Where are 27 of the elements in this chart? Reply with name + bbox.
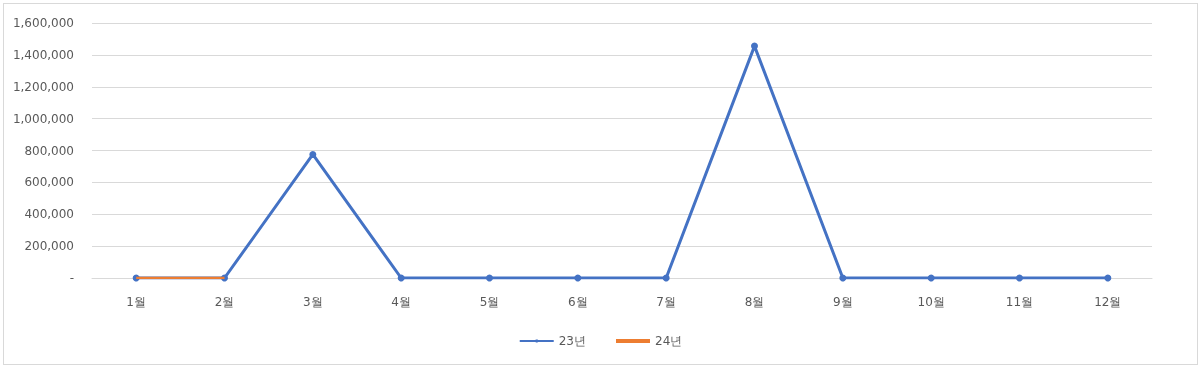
y-tick-label: 1,400,000	[12, 47, 74, 62]
y-tick-label: -	[69, 271, 74, 285]
x-tick-label: 12월	[1094, 295, 1122, 309]
y-tick-label: 800,000	[24, 143, 74, 158]
legend-label: 24년	[655, 334, 683, 348]
x-tick-label: 6월	[568, 295, 588, 309]
y-tick-label: 1,600,000	[12, 16, 74, 30]
point	[1016, 274, 1023, 282]
x-tick-label: 5월	[479, 295, 500, 309]
y-tick-label: 1,200,000	[12, 79, 74, 94]
y-tick-label: 200,000	[24, 239, 74, 254]
x-tick-label: 2월	[214, 295, 235, 309]
x-tick-label: 8월	[744, 295, 765, 309]
x-tick-label: 4월	[391, 295, 411, 309]
x-tick-label: 9월	[833, 295, 853, 309]
x-tick-label: 3월	[303, 295, 323, 309]
point	[486, 274, 493, 282]
y-tick-label: 1,000,000	[12, 111, 74, 126]
legend-label: 23년	[558, 334, 587, 348]
x-tick-label: 1월	[126, 295, 146, 309]
y-tick-label: 600,000	[24, 175, 74, 190]
point	[309, 150, 317, 158]
x-tick-label: 7월	[656, 295, 676, 309]
x-tick-label: 11월	[1005, 295, 1034, 309]
point	[751, 42, 758, 50]
x-tick-label: 10월	[917, 295, 945, 309]
y-tick-label: 400,000	[24, 207, 74, 222]
